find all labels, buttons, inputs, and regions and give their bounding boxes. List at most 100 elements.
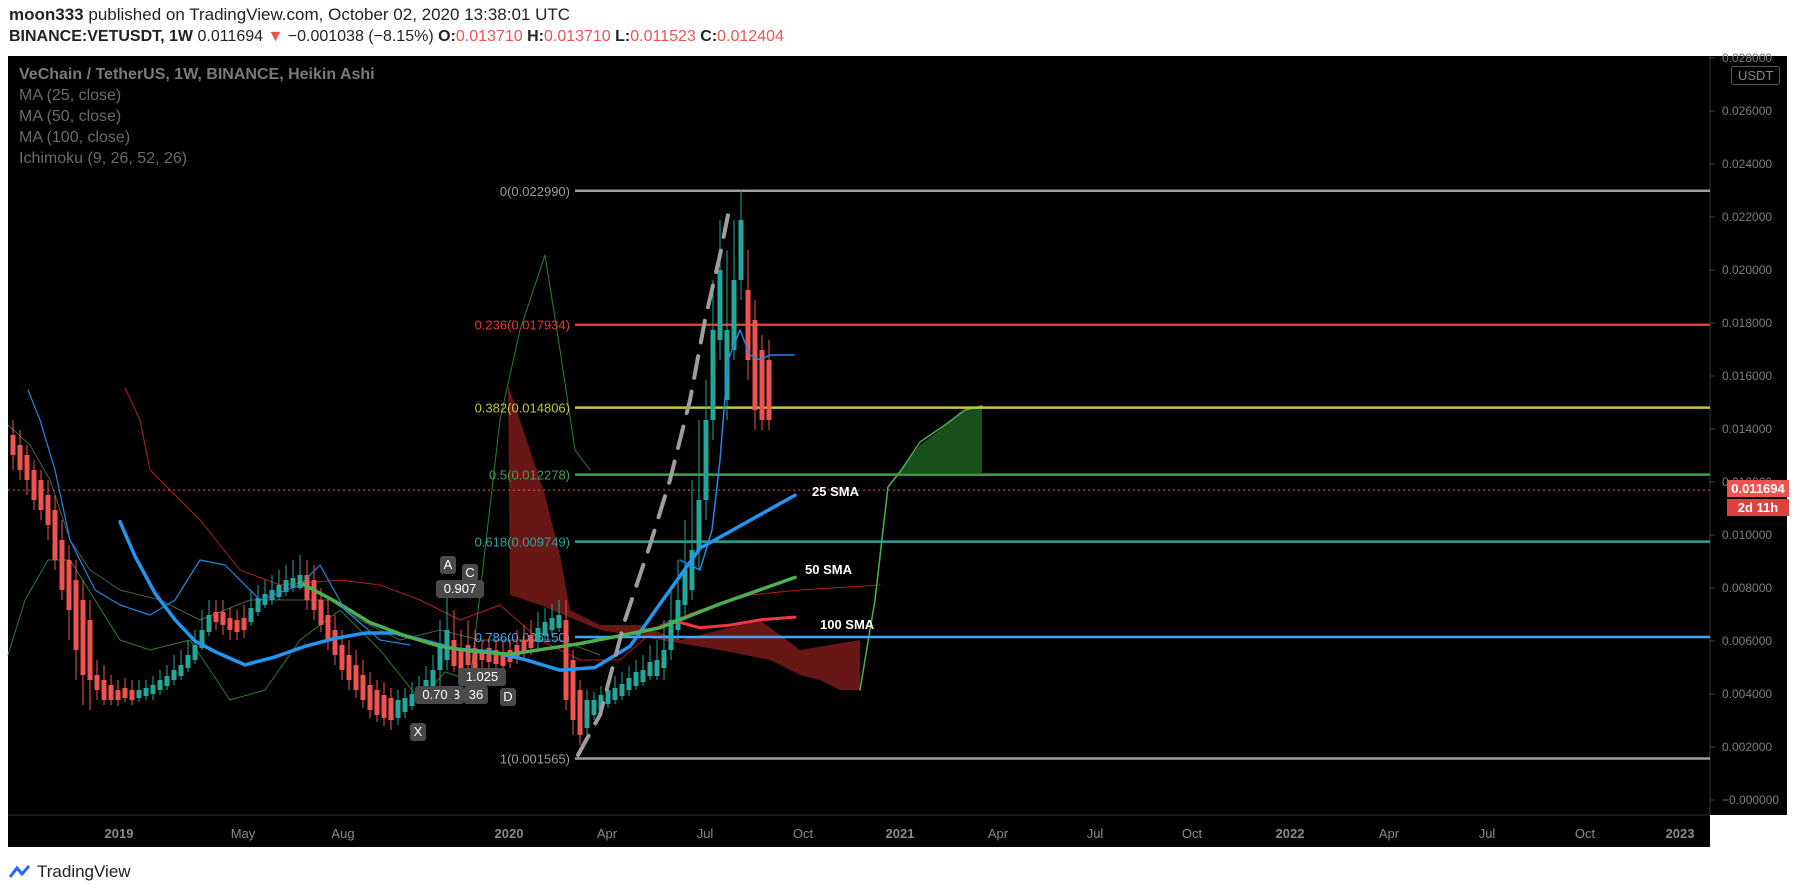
projection-dashed-line xyxy=(576,203,732,757)
candle-body xyxy=(45,495,51,525)
candle-body xyxy=(87,620,93,680)
candle-body xyxy=(479,650,485,660)
candle-body xyxy=(325,615,331,640)
candle-body xyxy=(402,698,408,712)
candle-body xyxy=(675,600,681,630)
fib-level-label: 0(0.022990) xyxy=(500,184,570,199)
candle-body xyxy=(136,690,142,698)
candle-body xyxy=(17,445,23,470)
fib-level-label: 0.618(0.009749) xyxy=(475,535,570,550)
chart-background xyxy=(8,56,1710,815)
legend-ma25[interactable]: MA (25, close) xyxy=(19,87,122,104)
y-tick-label: 0.016000 xyxy=(1722,369,1772,383)
y-tick-label: 0.020000 xyxy=(1722,263,1772,277)
candle-body xyxy=(633,672,639,686)
candle-body xyxy=(206,615,212,632)
candle-body xyxy=(465,645,471,665)
candle-body xyxy=(451,640,457,666)
candle-body xyxy=(458,650,464,670)
y-tick-label: 0.028000 xyxy=(1722,51,1772,65)
pattern-tag-bg xyxy=(500,688,516,706)
candle-body xyxy=(668,620,674,650)
candle-body xyxy=(472,648,478,668)
footer-brand-text: TradingView xyxy=(37,862,131,881)
y-tick-label: 0.010000 xyxy=(1722,528,1772,542)
candle-body xyxy=(626,678,632,690)
candle-body xyxy=(10,435,16,455)
candle-body xyxy=(213,612,219,622)
ichimoku-span-b xyxy=(124,387,881,661)
sma25-annotation: 25 SMA xyxy=(812,484,860,499)
candle-body xyxy=(647,662,653,676)
pattern-tag-bg xyxy=(464,686,488,704)
candle-body xyxy=(367,685,373,710)
open-value: 0.013710 xyxy=(455,28,523,45)
candle-body xyxy=(234,620,240,632)
ichimoku-cloud-bear xyxy=(508,385,860,690)
x-tick-label: Apr xyxy=(1379,826,1400,841)
candle-body xyxy=(185,655,191,668)
tenkan-line-recent xyxy=(679,329,795,571)
footer-brand[interactable]: TradingView xyxy=(9,862,131,882)
pattern-tag-text: 36 xyxy=(469,687,483,702)
y-tick-label: 0.014000 xyxy=(1722,422,1772,436)
x-tick-label: Jul xyxy=(697,826,714,841)
sma50-annotation: 50 SMA xyxy=(805,562,853,577)
fib-level-label: 0.5(0.012278) xyxy=(489,468,570,483)
candle-body xyxy=(766,360,772,420)
pattern-point-x: X xyxy=(410,723,426,741)
currency-label[interactable]: USDT xyxy=(1731,66,1781,85)
candle-body xyxy=(129,690,135,700)
candle-body xyxy=(192,645,198,660)
tradingview-logo-icon xyxy=(9,865,31,878)
candle-body xyxy=(248,608,254,622)
candle-body xyxy=(640,670,646,682)
pattern-ratio-ab: 36 xyxy=(464,686,488,704)
ma25-line xyxy=(118,493,797,672)
candle-body xyxy=(59,540,65,590)
pattern-tag-bg xyxy=(458,668,506,686)
legend-ma100[interactable]: MA (100, close) xyxy=(19,129,131,146)
legend-ichimoku[interactable]: Ichimoku (9, 26, 52, 26) xyxy=(19,150,188,167)
y-tick-label: 0.024000 xyxy=(1722,157,1772,171)
x-tick-label: Jul xyxy=(1479,826,1496,841)
candle-body xyxy=(731,280,737,350)
sma100-annotation: 100 SMA xyxy=(820,617,875,632)
x-tick-label: 2021 xyxy=(886,826,915,841)
x-tick-label: 2022 xyxy=(1276,826,1305,841)
candle-body xyxy=(605,690,611,704)
legend-symbol-title[interactable]: VeChain / TetherUS, 1W, BINANCE, Heikin … xyxy=(19,66,375,83)
published-text: published on TradingView.com, October 02… xyxy=(83,5,571,24)
pattern-tag-text: C xyxy=(465,565,474,580)
candle-body xyxy=(38,480,44,510)
candle-body xyxy=(752,320,758,410)
x-tick-label: 2020 xyxy=(495,826,524,841)
pattern-ratio-xb: 0.70 xyxy=(415,686,455,704)
y-tick-label: 0.002000 xyxy=(1722,740,1772,754)
ma50-line xyxy=(298,575,797,656)
candle-body xyxy=(31,470,37,500)
candle-body xyxy=(556,615,562,628)
pattern-tag-bg xyxy=(415,686,455,704)
ichimoku-cloud-edge-bull xyxy=(859,405,983,691)
price-scale-panel xyxy=(1710,56,1787,815)
candle-body xyxy=(339,645,345,670)
candle-body xyxy=(80,600,86,675)
candle-body xyxy=(619,684,625,696)
candle-body xyxy=(262,594,268,605)
candle-body xyxy=(94,675,100,690)
candle-body xyxy=(437,645,443,670)
legend-ma50[interactable]: MA (50, close) xyxy=(19,108,122,125)
candle-body xyxy=(108,685,114,700)
y-tick-label: 0.004000 xyxy=(1722,687,1772,701)
pattern-tag-text: X xyxy=(414,724,423,739)
candle-body xyxy=(73,580,79,650)
candle-body xyxy=(591,700,597,715)
author-name[interactable]: moon333 xyxy=(9,5,84,24)
symbol-label[interactable]: BINANCE:VETUSDT, 1W xyxy=(9,28,194,45)
candle-body xyxy=(52,510,58,560)
candle-body xyxy=(612,688,618,700)
x-tick-label: 2023 xyxy=(1666,826,1695,841)
last-price: 0.011694 xyxy=(197,28,264,45)
